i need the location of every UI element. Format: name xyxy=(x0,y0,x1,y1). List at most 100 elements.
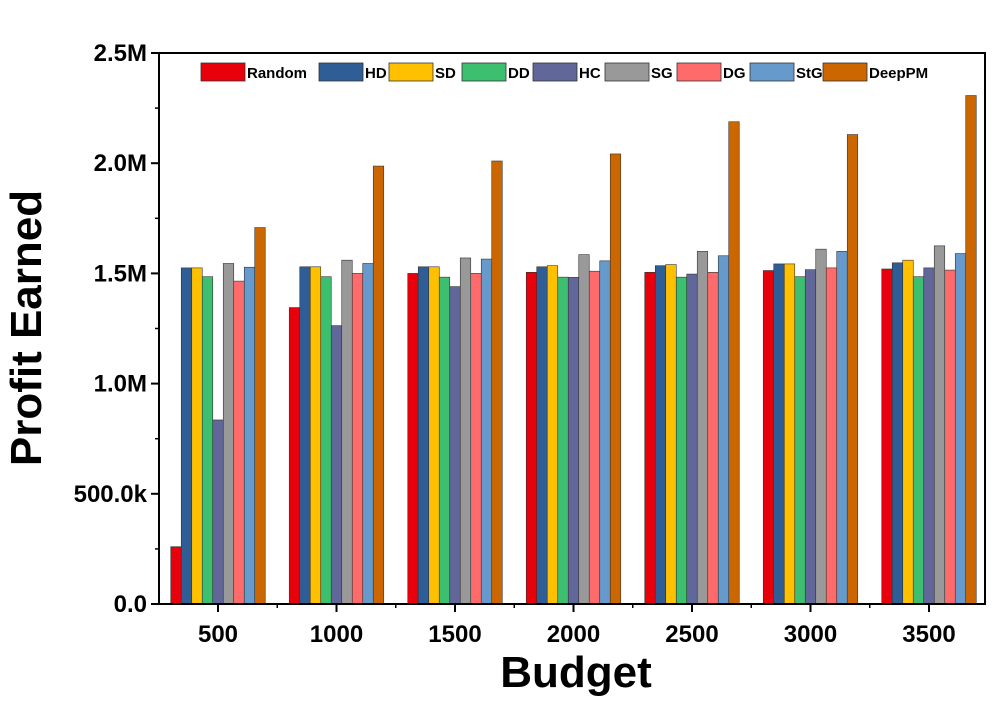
bar-stg-2500 xyxy=(717,255,730,605)
bar-sg-1000 xyxy=(341,259,353,605)
bar-hd-1000 xyxy=(299,266,311,605)
legend-swatch-hd xyxy=(318,62,364,82)
bar-dd-1000 xyxy=(320,276,332,605)
bar-dd-500 xyxy=(201,276,214,605)
bar-dg-2500 xyxy=(707,271,719,605)
bar-stg-3500 xyxy=(954,253,967,605)
legend: Random HD SD DD HC SG DG StG DeepPM xyxy=(200,62,928,82)
bar-dg-3000 xyxy=(825,267,838,605)
bar-hc-500 xyxy=(212,419,224,605)
bar-hd-3500 xyxy=(891,262,904,605)
bar-hc-2000 xyxy=(567,277,580,605)
legend-label-sg: SG xyxy=(651,65,673,82)
x-tick-label: 500 xyxy=(198,621,238,648)
bar-dg-2000 xyxy=(588,270,601,605)
y-tick-label: 1.0M xyxy=(94,371,147,398)
bar-sd-2500 xyxy=(665,264,677,605)
bar-dd-3500 xyxy=(912,276,925,605)
bar-deeppm-2000 xyxy=(609,153,622,605)
bar-sg-500 xyxy=(222,263,235,605)
bar-hc-1500 xyxy=(449,286,461,605)
bar-random-3000 xyxy=(762,270,775,605)
bar-hd-2000 xyxy=(536,266,548,605)
bar-sg-3500 xyxy=(933,245,946,605)
bar-hc-3000 xyxy=(804,269,817,605)
legend-label-dg: DG xyxy=(723,65,746,82)
legend-swatch-dd xyxy=(461,62,507,82)
axes-layer: 0.0 500.0k 1.0M 1.5M 2.0M 2.5M 500 1000 1500 2000… xyxy=(74,40,986,648)
legend-label-hc: HC xyxy=(579,65,601,82)
legend-label-stg: StG xyxy=(796,65,823,82)
bar-hd-3000 xyxy=(773,263,785,605)
x-tick-label: 2500 xyxy=(665,621,718,648)
bar-sg-2500 xyxy=(696,251,709,605)
bar-stg-3000 xyxy=(836,251,848,605)
bar-sd-500 xyxy=(191,267,203,605)
bar-sg-2000 xyxy=(578,254,590,605)
legend-label-deeppm: DeepPM xyxy=(869,65,928,82)
legend-label-hd: HD xyxy=(365,65,387,82)
x-tick-label: 1000 xyxy=(310,621,363,648)
bar-deeppm-2500 xyxy=(728,121,740,605)
bar-random-2000 xyxy=(525,271,538,605)
bar-dg-1500 xyxy=(470,273,482,605)
bar-random-3500 xyxy=(881,268,893,605)
legend-swatch-stg xyxy=(749,62,795,82)
bar-random-500 xyxy=(170,546,182,605)
bar-random-1500 xyxy=(407,273,419,605)
bar-dg-500 xyxy=(233,280,245,605)
bar-sd-3500 xyxy=(902,259,914,605)
legend-swatch-random xyxy=(200,62,246,82)
legend-swatch-dg xyxy=(676,62,722,82)
y-tick-label: 500.0k xyxy=(74,481,148,508)
y-tick-label: 2.5M xyxy=(94,40,147,67)
bar-sg-1500 xyxy=(459,257,472,605)
bar-random-1000 xyxy=(288,307,301,605)
x-tick-label: 2000 xyxy=(547,621,600,648)
x-axis-title: Budget xyxy=(500,648,652,697)
bar-dd-3000 xyxy=(794,276,806,605)
bars-layer xyxy=(170,95,977,605)
legend-swatch-deeppm xyxy=(822,62,868,82)
legend-label-dd: DD xyxy=(508,65,530,82)
bar-dg-1000 xyxy=(351,273,364,605)
bar-hd-500 xyxy=(180,267,193,605)
y-tick-label: 2.0M xyxy=(94,150,147,177)
y-axis-title: Profit Earned xyxy=(2,190,51,466)
y-tick-label: 1.5M xyxy=(94,260,147,287)
bar-stg-1000 xyxy=(362,263,374,605)
bar-hc-1000 xyxy=(330,325,343,605)
legend-swatch-sd xyxy=(388,62,434,82)
legend-swatch-sg xyxy=(604,62,650,82)
bar-stg-1500 xyxy=(480,258,493,605)
bar-random-2500 xyxy=(644,271,656,605)
legend-swatch-hc xyxy=(532,62,578,82)
bar-sd-3000 xyxy=(783,263,796,605)
bar-dd-2500 xyxy=(675,276,688,605)
bar-deeppm-3500 xyxy=(965,95,977,605)
bar-sg-3000 xyxy=(815,248,827,605)
bar-hd-1500 xyxy=(417,266,430,605)
bar-dd-1500 xyxy=(438,276,451,605)
bar-hc-3500 xyxy=(923,267,935,605)
bar-stg-2000 xyxy=(599,260,611,605)
x-tick-label: 1500 xyxy=(428,621,481,648)
bar-hd-2500 xyxy=(654,265,667,605)
legend-label-sd: SD xyxy=(435,65,456,82)
y-tick-label: 0.0 xyxy=(114,591,147,618)
bar-deeppm-500 xyxy=(254,227,266,605)
x-tick-label: 3000 xyxy=(784,621,837,648)
bar-hc-2500 xyxy=(686,273,698,605)
bar-dg-3500 xyxy=(944,269,956,605)
bar-sd-2000 xyxy=(546,265,559,605)
bar-stg-500 xyxy=(243,266,256,605)
bar-deeppm-3000 xyxy=(846,134,859,605)
bar-deeppm-1000 xyxy=(372,165,385,605)
bar-dd-2000 xyxy=(557,276,569,605)
legend-label-random: Random xyxy=(247,65,307,82)
bar-deeppm-1500 xyxy=(491,160,503,605)
bar-sd-1500 xyxy=(428,266,440,605)
bar-sd-1000 xyxy=(309,266,322,605)
x-tick-label: 3500 xyxy=(902,621,955,648)
